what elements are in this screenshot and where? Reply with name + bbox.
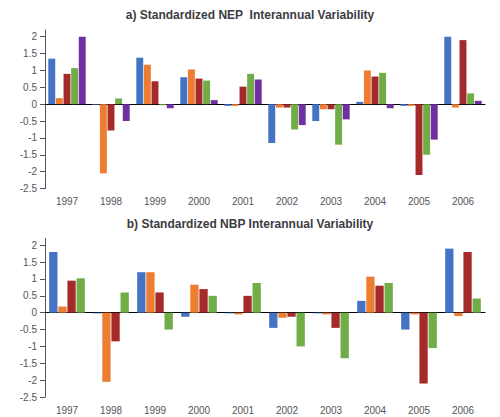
svg-text:2: 2 [31, 240, 37, 251]
svg-text:1: 1 [31, 65, 37, 76]
svg-text:1999: 1999 [144, 196, 167, 207]
svg-text:2001: 2001 [232, 196, 255, 207]
svg-text:0: 0 [31, 307, 37, 318]
svg-text:a) Standardized NEP Interannu: a) Standardized NEP Interannual Variabil… [126, 8, 375, 22]
svg-text:2002: 2002 [276, 196, 299, 207]
svg-text:2006: 2006 [452, 196, 475, 207]
svg-text:-2.5: -2.5 [20, 392, 38, 403]
svg-text:-2: -2 [28, 166, 37, 177]
svg-text:1998: 1998 [100, 405, 123, 416]
svg-text:2: 2 [31, 31, 37, 42]
svg-text:-0.5: -0.5 [20, 116, 38, 127]
svg-text:2004: 2004 [364, 196, 387, 207]
svg-text:-1.5: -1.5 [20, 149, 38, 160]
svg-text:2005: 2005 [408, 196, 431, 207]
svg-text:-1: -1 [28, 341, 37, 352]
svg-text:0: 0 [31, 99, 37, 110]
svg-text:0.5: 0.5 [23, 82, 37, 93]
svg-text:2001: 2001 [232, 405, 255, 416]
svg-text:1: 1 [31, 273, 37, 284]
svg-text:2003: 2003 [320, 196, 343, 207]
svg-text:2006: 2006 [452, 405, 475, 416]
svg-text:2000: 2000 [188, 405, 211, 416]
svg-text:1.5: 1.5 [23, 48, 37, 59]
svg-text:-2: -2 [28, 375, 37, 386]
svg-text:-1: -1 [28, 132, 37, 143]
svg-text:-1.5: -1.5 [20, 358, 38, 369]
svg-text:-2.5: -2.5 [20, 183, 38, 194]
svg-text:2005: 2005 [408, 405, 431, 416]
svg-text:1.5: 1.5 [23, 257, 37, 268]
svg-text:2004: 2004 [364, 405, 387, 416]
svg-text:1997: 1997 [56, 196, 79, 207]
svg-text:b) Standardized NBP Interannua: b) Standardized NBP Interannual Variabil… [127, 217, 374, 231]
svg-text:1998: 1998 [100, 196, 123, 207]
svg-text:2000: 2000 [188, 196, 211, 207]
svg-text:-0.5: -0.5 [20, 324, 38, 335]
svg-text:1997: 1997 [56, 405, 79, 416]
svg-text:2002: 2002 [276, 405, 299, 416]
svg-text:2003: 2003 [320, 405, 343, 416]
svg-text:1999: 1999 [144, 405, 167, 416]
svg-text:0.5: 0.5 [23, 290, 37, 301]
